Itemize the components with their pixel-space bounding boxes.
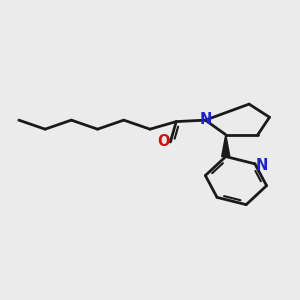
- Text: O: O: [157, 134, 169, 149]
- Text: N: N: [256, 158, 268, 173]
- Text: N: N: [199, 112, 212, 127]
- Polygon shape: [222, 135, 230, 157]
